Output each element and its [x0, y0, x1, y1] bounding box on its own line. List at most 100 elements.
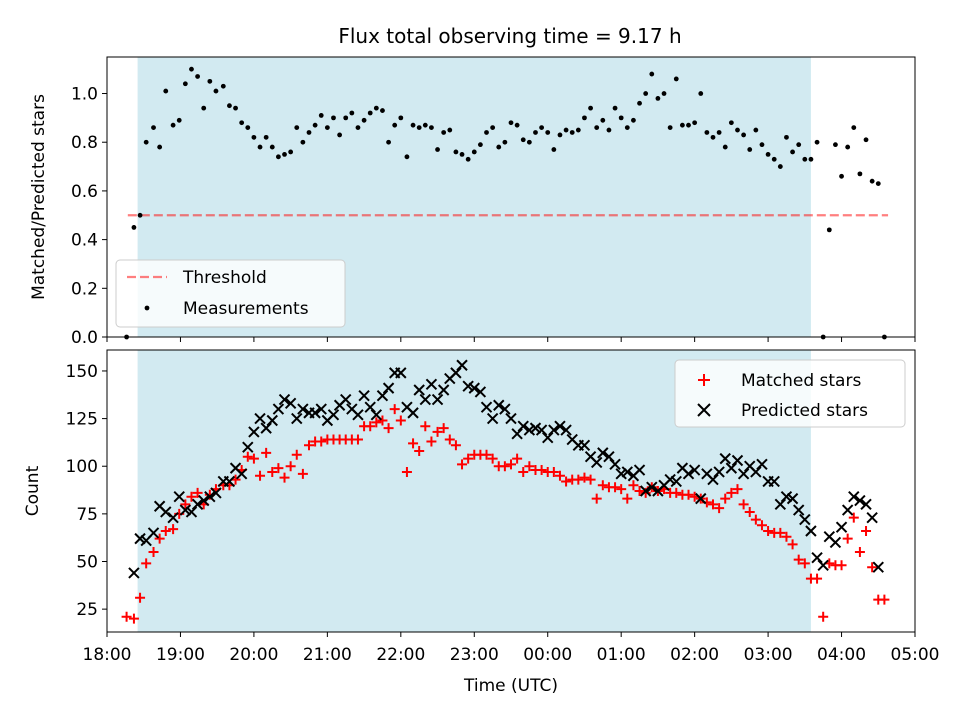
predicted-star-point — [860, 498, 872, 511]
predicted-star-point — [309, 407, 321, 419]
measurement-point — [679, 122, 685, 128]
measurement-point — [137, 212, 143, 218]
matched-star-point — [506, 459, 516, 470]
measurement-point — [459, 151, 465, 157]
matched-star-point — [573, 474, 584, 485]
y-tick-label: 0.6 — [71, 182, 98, 202]
measurement-point — [288, 149, 294, 155]
x-tick-label: 20:00 — [229, 645, 278, 665]
matched-star-point — [756, 520, 767, 531]
matched-star-point — [242, 451, 253, 462]
measurement-point — [728, 120, 734, 126]
measurement-point — [275, 154, 281, 160]
measurement-point — [502, 139, 508, 145]
predicted-star-point — [185, 506, 198, 518]
matched-star-point — [463, 453, 474, 464]
measurement-point — [863, 137, 869, 143]
matched-star-point — [720, 493, 731, 504]
measurement-point — [808, 156, 814, 162]
measurement-point — [655, 95, 661, 101]
predicted-star-point — [198, 494, 210, 507]
predicted-star-point — [254, 412, 266, 425]
measurement-point — [790, 149, 795, 155]
measurement-point — [331, 115, 336, 121]
predicted-star-point — [792, 504, 805, 516]
predicted-star-point — [866, 511, 878, 524]
matched-star-point — [248, 453, 259, 464]
ratio-panel: 0.0 0.2 0.4 0.6 0.8 1.0 Matched/Predicted star… — [29, 56, 916, 348]
matched-star-point — [273, 463, 284, 474]
measurement-point — [239, 120, 245, 126]
matched-star-point — [622, 493, 633, 504]
measurement-point — [698, 91, 704, 96]
measurement-point — [802, 156, 808, 162]
measurement-point — [182, 81, 188, 87]
x-tick-label: 00:00 — [523, 645, 572, 665]
predicted-star-point — [639, 485, 652, 497]
measurement-point — [661, 91, 667, 96]
predicted-star-point — [204, 491, 216, 503]
predicted-star-point — [474, 386, 487, 398]
legend-predicted-swatch — [697, 403, 711, 417]
legend-measurements-label: Measurements — [183, 299, 309, 319]
measurement-point — [294, 125, 300, 131]
measurement-point — [563, 127, 569, 133]
measurement-point — [747, 147, 753, 152]
measurement-point — [520, 137, 526, 143]
predicted-star-point — [147, 527, 160, 539]
predicted-star-point — [493, 399, 505, 411]
measurement-point — [869, 178, 875, 184]
predicted-star-point — [407, 407, 419, 419]
predicted-star-point — [756, 458, 768, 471]
matched-star-point — [671, 487, 682, 498]
measurement-point — [716, 130, 722, 135]
measurement-point — [227, 103, 232, 109]
measurement-point — [471, 149, 477, 155]
x-axis-label: Time (UTC) — [463, 676, 558, 696]
predicted-star-point — [713, 466, 725, 478]
predicted-star-point — [437, 384, 450, 396]
predicted-star-point — [278, 393, 291, 406]
measurement-point — [545, 130, 551, 135]
measurement-point — [686, 122, 691, 128]
measurement-point — [361, 117, 367, 123]
measurement-point — [575, 127, 581, 133]
matched-star-point — [297, 468, 308, 479]
matched-star-point — [867, 562, 878, 573]
matched-star-point — [854, 546, 865, 557]
predicted-star-point — [242, 441, 254, 453]
matched-star-point — [799, 558, 810, 569]
measurement-point — [324, 125, 330, 131]
measurement-point — [398, 115, 404, 121]
predicted-star-point — [854, 494, 866, 507]
measurement-point — [392, 122, 398, 128]
measurement-point — [269, 144, 275, 150]
x-tick-label: 18:00 — [83, 645, 132, 665]
predicted-star-point — [548, 424, 560, 436]
measurement-point — [355, 125, 361, 131]
predicted-star-point — [315, 403, 327, 415]
matched-star-point — [738, 499, 749, 510]
predicted-star-point — [786, 492, 799, 505]
predicted-star-point — [382, 382, 395, 394]
y-tick-label: 75 — [76, 505, 98, 525]
matched-star-point — [291, 449, 302, 460]
matched-star-point — [561, 476, 572, 487]
predicted-star-point — [835, 521, 848, 533]
measurement-point — [245, 125, 251, 131]
predicted-star-point — [688, 464, 701, 476]
matched-star-point — [763, 526, 774, 537]
predicted-star-point — [223, 475, 236, 488]
measurement-point — [484, 130, 489, 135]
predicted-star-point — [340, 393, 352, 406]
matched-star-point — [383, 423, 394, 434]
measurement-point — [207, 78, 213, 84]
measurement-point — [735, 127, 740, 133]
predicted-star-point — [719, 452, 731, 465]
predicted-star-point — [707, 473, 719, 486]
predicted-star-point — [535, 424, 548, 436]
x-tick-label: 01:00 — [597, 645, 646, 665]
predicted-star-point — [682, 468, 695, 480]
measurement-point — [759, 142, 765, 148]
predicted-star-point — [480, 401, 493, 413]
